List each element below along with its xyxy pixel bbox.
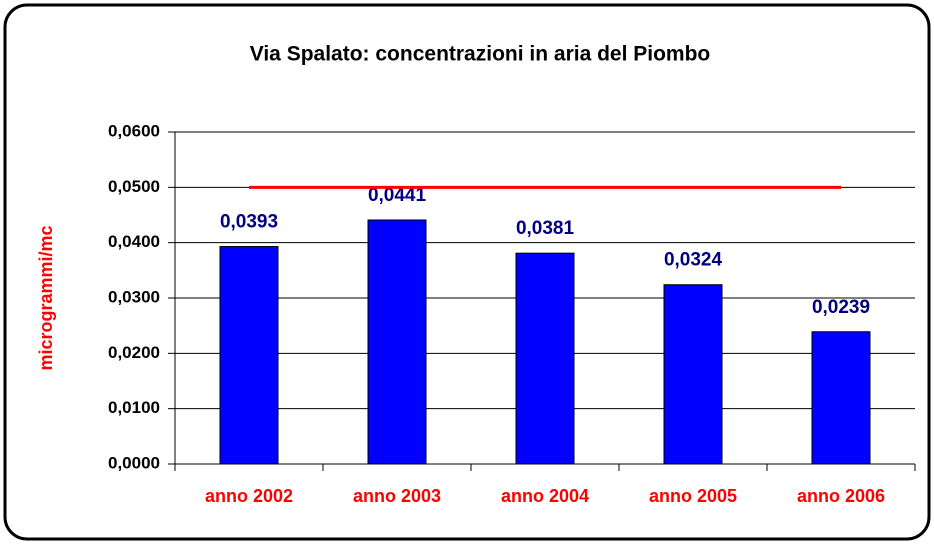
data-label: 0,0239	[812, 297, 870, 318]
bar	[515, 252, 575, 465]
data-label: 0,0381	[516, 218, 575, 239]
data-label: 0,0441	[368, 185, 427, 206]
bar	[811, 331, 871, 465]
y-tick-label: 0,0200	[108, 343, 160, 362]
y-tick-label: 0,0500	[108, 177, 160, 196]
y-tick-label: 0,0300	[108, 287, 160, 306]
chart-title: Via Spalato: concentrazioni in aria del …	[250, 43, 711, 66]
x-tick-label: anno 2002	[205, 486, 293, 506]
y-tick-label: 0,0400	[108, 232, 160, 251]
y-axis-label: microgrammi/mc	[36, 225, 56, 370]
y-tick-label: 0,0100	[108, 398, 160, 417]
x-tick-label: anno 2006	[797, 486, 885, 506]
y-tick-label: 0,0000	[108, 453, 160, 472]
bar	[663, 284, 723, 465]
x-tick-label: anno 2005	[649, 486, 737, 506]
x-tick-label: anno 2004	[501, 486, 589, 506]
y-tick-label: 0,0600	[108, 121, 160, 140]
bar	[219, 246, 279, 465]
data-label: 0,0393	[220, 212, 278, 233]
bar	[367, 219, 427, 465]
x-tick-label: anno 2003	[353, 486, 441, 506]
data-label: 0,0324	[664, 250, 723, 271]
